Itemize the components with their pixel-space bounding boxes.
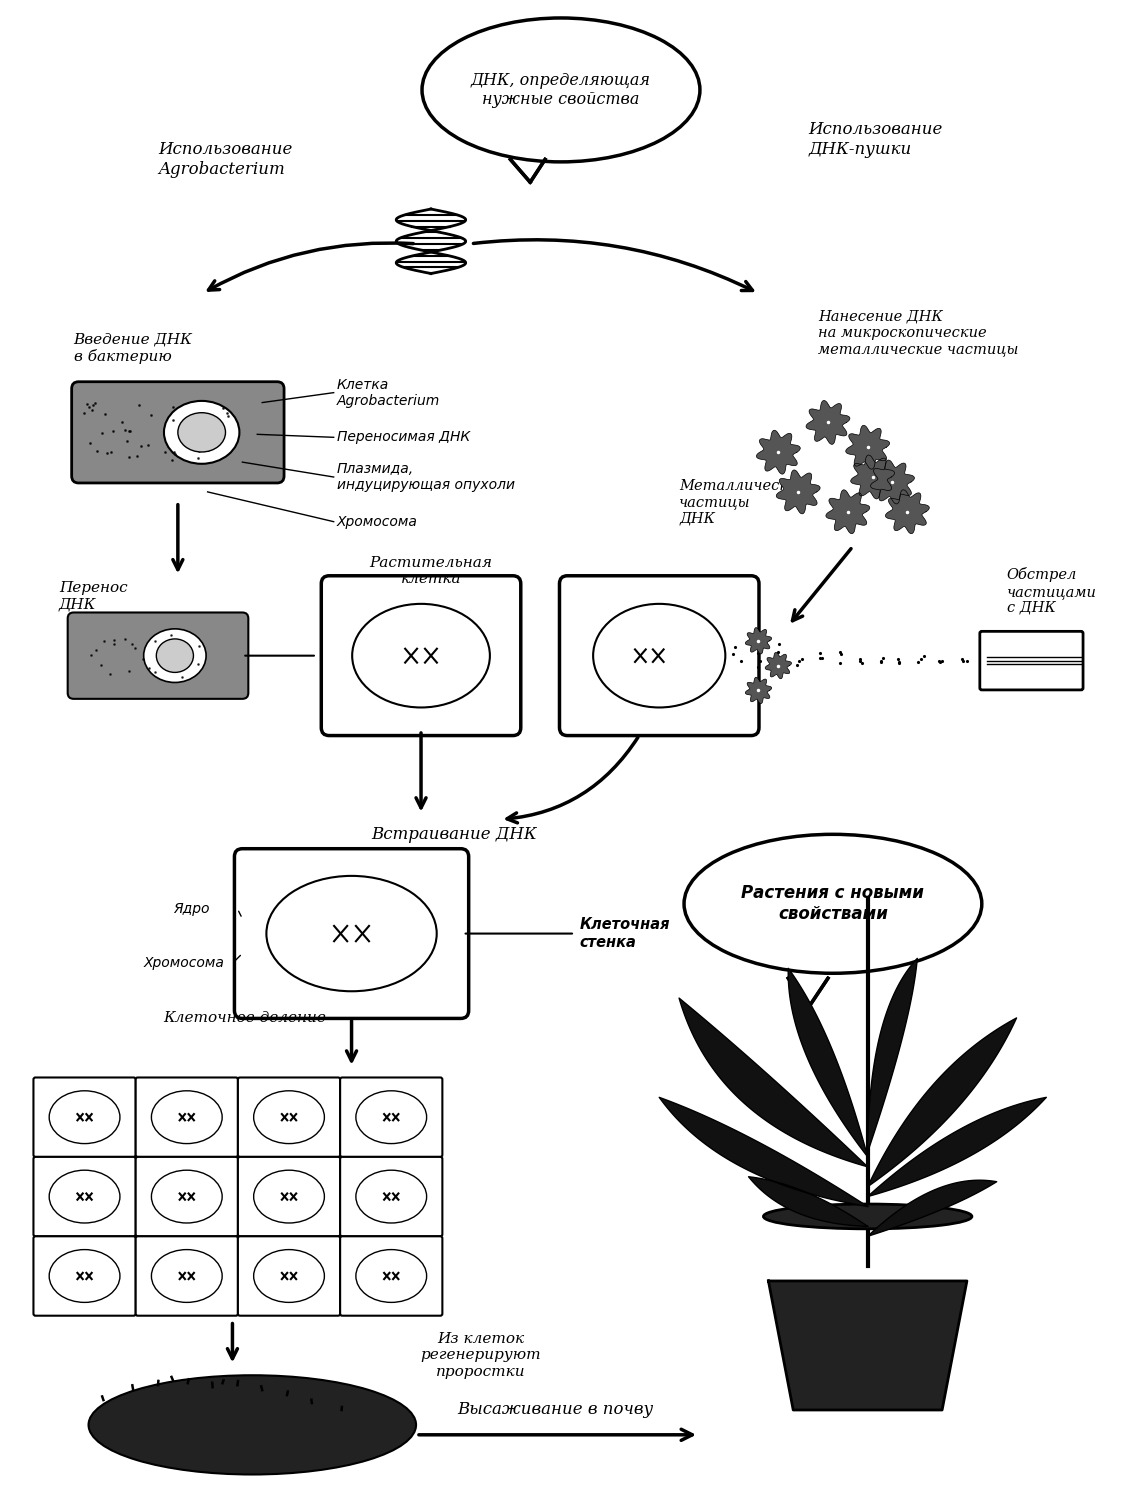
Ellipse shape: [254, 1170, 325, 1223]
Ellipse shape: [49, 1170, 120, 1223]
FancyBboxPatch shape: [340, 1077, 442, 1156]
FancyBboxPatch shape: [34, 1077, 136, 1156]
Ellipse shape: [152, 1170, 222, 1223]
Polygon shape: [757, 430, 801, 475]
Polygon shape: [806, 400, 850, 445]
Polygon shape: [868, 1097, 1047, 1196]
FancyBboxPatch shape: [321, 576, 521, 735]
Polygon shape: [765, 652, 792, 679]
Ellipse shape: [89, 1375, 416, 1475]
Text: ДНК, определяющая
нужные свойства: ДНК, определяющая нужные свойства: [471, 71, 651, 109]
Text: Хромосома: Хромосома: [143, 957, 223, 970]
Text: Растения с новыми
свойствами: Растения с новыми свойствами: [741, 884, 924, 923]
Polygon shape: [749, 1177, 868, 1226]
Polygon shape: [788, 969, 868, 1156]
Text: Использование
Agrobacterium: Использование Agrobacterium: [158, 141, 292, 177]
Ellipse shape: [356, 1250, 427, 1302]
Text: Металлические
частицы
ДНК: Металлические частицы ДНК: [679, 479, 806, 525]
Ellipse shape: [254, 1250, 325, 1302]
Polygon shape: [885, 490, 930, 534]
FancyBboxPatch shape: [136, 1077, 238, 1156]
FancyBboxPatch shape: [238, 1156, 340, 1237]
Polygon shape: [870, 460, 914, 504]
Text: Из клеток
регенерируют
проростки: Из клеток регенерируют проростки: [420, 1332, 541, 1378]
Polygon shape: [746, 677, 772, 704]
FancyBboxPatch shape: [34, 1237, 136, 1315]
Ellipse shape: [356, 1091, 427, 1144]
Text: Встраивание ДНК: Встраивание ДНК: [372, 826, 537, 842]
Ellipse shape: [177, 412, 226, 452]
Text: Переносимая ДНК: Переносимая ДНК: [337, 430, 469, 445]
Ellipse shape: [152, 1091, 222, 1144]
Ellipse shape: [254, 1091, 325, 1144]
FancyBboxPatch shape: [238, 1077, 340, 1156]
Text: Клетка
Agrobacterium: Клетка Agrobacterium: [337, 378, 440, 408]
Ellipse shape: [684, 835, 982, 973]
Ellipse shape: [764, 1204, 971, 1229]
Text: Ядро: Ядро: [173, 902, 209, 915]
Ellipse shape: [49, 1091, 120, 1144]
Polygon shape: [868, 1180, 997, 1237]
Text: Введение ДНК
в бактерию: Введение ДНК в бактерию: [74, 332, 192, 363]
Text: Перенос
ДНК: Перенос ДНК: [58, 580, 127, 612]
Polygon shape: [746, 628, 772, 653]
Polygon shape: [788, 978, 828, 1007]
FancyBboxPatch shape: [980, 631, 1083, 690]
Text: Нанесение ДНК
на микроскопические
металлические частицы: Нанесение ДНК на микроскопические металл…: [818, 310, 1019, 356]
Polygon shape: [211, 1381, 213, 1382]
Ellipse shape: [353, 604, 490, 707]
Text: Высаживание в почву: Высаживание в почву: [457, 1402, 654, 1418]
FancyBboxPatch shape: [340, 1156, 442, 1237]
FancyBboxPatch shape: [136, 1237, 238, 1315]
FancyBboxPatch shape: [559, 576, 759, 735]
Polygon shape: [776, 470, 820, 513]
FancyBboxPatch shape: [235, 848, 468, 1018]
FancyBboxPatch shape: [34, 1156, 136, 1237]
Polygon shape: [851, 455, 895, 498]
Polygon shape: [825, 490, 869, 534]
FancyBboxPatch shape: [67, 613, 248, 699]
Polygon shape: [679, 998, 868, 1167]
Ellipse shape: [144, 629, 207, 683]
Polygon shape: [868, 1018, 1016, 1186]
Ellipse shape: [356, 1170, 427, 1223]
Ellipse shape: [266, 876, 437, 991]
Text: Обстрел
частицами
с ДНК: Обстрел частицами с ДНК: [1006, 567, 1096, 615]
Ellipse shape: [152, 1250, 222, 1302]
Polygon shape: [868, 958, 917, 1152]
Text: Хромосома: Хромосома: [337, 515, 418, 528]
Polygon shape: [510, 159, 545, 182]
Polygon shape: [131, 1384, 134, 1385]
FancyBboxPatch shape: [136, 1156, 238, 1237]
Ellipse shape: [156, 638, 193, 673]
FancyBboxPatch shape: [238, 1237, 340, 1315]
Polygon shape: [846, 426, 889, 469]
Text: Клеточная
стенка: Клеточная стенка: [579, 918, 670, 949]
Text: Растительная
клетка: Растительная клетка: [369, 557, 493, 586]
Ellipse shape: [593, 604, 725, 707]
Polygon shape: [768, 1281, 967, 1411]
Ellipse shape: [422, 18, 700, 162]
FancyBboxPatch shape: [72, 382, 284, 484]
Polygon shape: [659, 1097, 868, 1207]
Ellipse shape: [164, 400, 239, 464]
Text: Плазмида,
индуцирующая опухоли: Плазмида, индуцирующая опухоли: [337, 461, 514, 493]
FancyBboxPatch shape: [340, 1237, 442, 1315]
Text: Использование
ДНК-пушки: Использование ДНК-пушки: [809, 121, 942, 158]
Text: Клеточное деление: Клеточное деление: [163, 1010, 326, 1025]
Ellipse shape: [49, 1250, 120, 1302]
